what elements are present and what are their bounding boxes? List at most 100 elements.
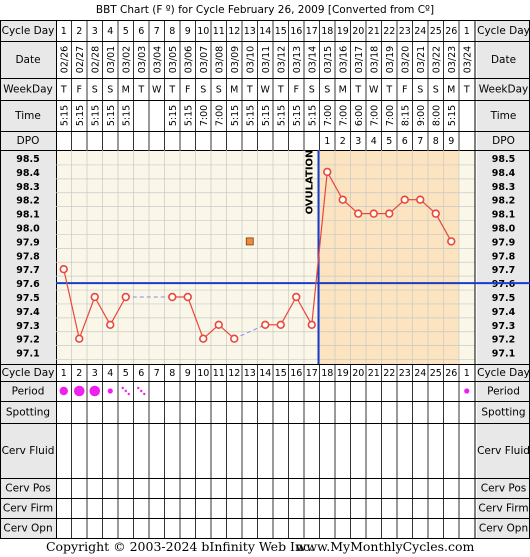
time-cell: 8:15 [400, 105, 411, 126]
time-cell: 5:15 [230, 105, 241, 126]
weekday-cell: T [137, 85, 144, 96]
row-label-bg-left [0, 78, 56, 100]
y-tick-left: 98.3 [16, 182, 39, 193]
y-tick-right: 98.4 [492, 168, 516, 179]
y-tick-right: 97.6 [492, 279, 516, 290]
temp-segment [94, 296, 111, 326]
row-label-cerv-firm-right: Cerv Firm [478, 503, 528, 515]
time-cell: 5:15 [245, 105, 256, 126]
temp-point [354, 209, 363, 218]
footer-copyright: Copyright © 2003-2024 bInfinity Web Inc. [46, 539, 314, 554]
dpo-cell: 2 [340, 136, 346, 147]
weekday-cell: F [77, 85, 82, 96]
cycle-day-cell-bottom: 22 [383, 368, 395, 379]
y-tick-right: 97.2 [492, 335, 515, 346]
weekday-cell: S [200, 85, 206, 96]
cycle-day-cell-bottom: 21 [368, 368, 380, 379]
weekday-cell: S [417, 85, 423, 96]
time-cell: 7:00 [323, 105, 334, 126]
date-cell: 03/15 [323, 46, 334, 73]
y-tick-left: 98.0 [16, 224, 40, 235]
cycle-day-cell: 15 [275, 26, 287, 37]
time-cell: 9:00 [416, 105, 427, 126]
date-cell: 03/22 [431, 46, 442, 73]
weekday-cell: F [294, 85, 299, 96]
cycle-day-cell: 8 [169, 26, 175, 37]
row-label-bg-right [477, 100, 530, 131]
weekday-cell: S [216, 85, 222, 96]
row-label-time-right: Time [490, 110, 517, 122]
y-tick-left: 97.1 [16, 349, 39, 360]
cycle-day-cell-bottom: 17 [306, 368, 318, 379]
period-spotting-dot [140, 389, 143, 393]
date-cell: 03/13 [292, 46, 303, 73]
cycle-day-cell: 21 [368, 26, 380, 37]
weekday-cell: T [385, 85, 392, 96]
temp-point [416, 195, 425, 204]
row-label-cerv-opn: Cerv Opn [3, 523, 52, 535]
row-label-cerv-fluid-right: Cerv Fluid [477, 445, 530, 457]
cycle-day-cell: 22 [383, 26, 395, 37]
cycle-day-cell: 25 [430, 26, 442, 37]
temp-segment [187, 296, 204, 339]
cycle-day-cell-bottom: 1 [61, 368, 67, 379]
weekday-cell: T [463, 85, 470, 96]
row-label-period-right: Period [487, 386, 520, 398]
cycle-day-cell: 17 [306, 26, 318, 37]
date-cell: 03/01 [106, 46, 117, 73]
cycle-day-cell-bottom: 26 [445, 368, 457, 379]
row-label-time: Time [14, 110, 41, 122]
temp-point [230, 334, 239, 343]
date-cell: 02/27 [75, 46, 86, 73]
period-dot [107, 388, 113, 394]
dpo-cell: 7 [417, 136, 423, 147]
y-tick-right: 97.4 [492, 307, 516, 318]
time-cell: 5:15 [106, 105, 117, 126]
period-dot [59, 386, 68, 396]
weekday-cell: M [230, 85, 238, 96]
row-label-bg-left [0, 20, 56, 41]
row-label-bg-left [0, 401, 56, 423]
row-label-bg-left [0, 478, 56, 498]
temp-point [121, 292, 130, 302]
cycle-day-cell: 10 [197, 26, 209, 37]
y-tick-right: 98.5 [492, 154, 515, 165]
date-cell: 03/09 [230, 46, 241, 73]
y-tick-left: 97.6 [16, 279, 40, 290]
row-label-bg-left [0, 100, 56, 131]
cycle-day-cell-bottom: 5 [123, 368, 129, 379]
cycle-day-cell-bottom: 19 [337, 368, 349, 379]
temp-point [261, 320, 270, 329]
row-label-weekday: WeekDay [3, 84, 53, 96]
time-cell: 5:15 [447, 105, 458, 126]
y-axis-right-bg [477, 150, 530, 364]
row-label-period: Period [12, 386, 45, 398]
date-cell: 03/06 [183, 46, 194, 73]
row-label-date: Date [15, 54, 40, 66]
temp-point [276, 320, 285, 329]
y-tick-right: 98.3 [492, 182, 515, 193]
time-cell: 5:15 [261, 105, 272, 126]
row-label-bg-left [0, 131, 56, 150]
row-label-bg-right [477, 364, 530, 381]
y-tick-left: 97.3 [16, 321, 39, 332]
row-label-bg-left [0, 518, 56, 538]
date-cell: 03/03 [137, 46, 148, 73]
temp-point [214, 320, 223, 329]
date-cell: 03/17 [354, 46, 365, 73]
temp-point [431, 209, 440, 218]
weekday-cell: M [447, 85, 455, 96]
cycle-day-cell: 9 [185, 26, 191, 37]
row-label-dpo: DPO [17, 135, 40, 147]
time-cell: 7:00 [199, 105, 210, 126]
row-label-weekday-right: WeekDay [479, 84, 529, 96]
y-tick-left: 97.8 [16, 251, 40, 262]
date-cell: 03/02 [121, 46, 132, 73]
row-label-cerv-fluid: Cerv Fluid [2, 445, 55, 457]
weekday-cell: W [369, 85, 379, 96]
time-cell: 5:15 [183, 105, 194, 126]
row-label-cycle-day-right: Cycle Day [477, 25, 530, 37]
date-cell: 03/10 [245, 46, 256, 73]
time-cell: 5:15 [90, 105, 101, 126]
